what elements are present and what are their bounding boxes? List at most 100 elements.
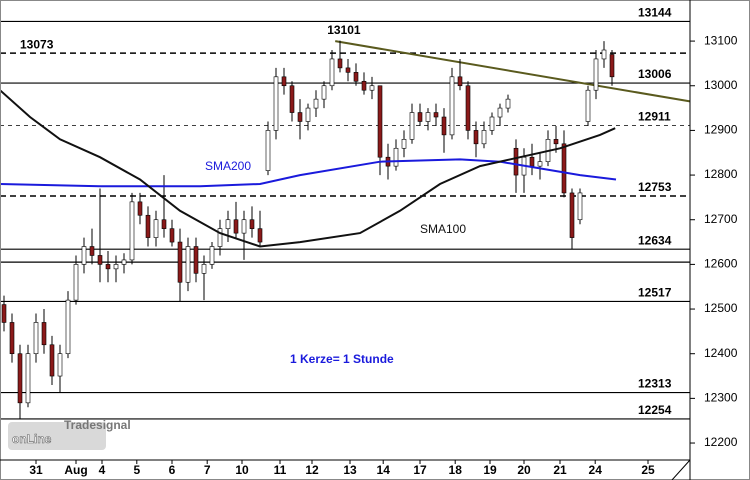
candle-body	[257, 228, 263, 243]
candle-body	[441, 116, 447, 136]
y-tick-label: 12600	[704, 257, 738, 271]
plot-area	[0, 20, 691, 420]
candle-body	[465, 85, 471, 131]
candle-body	[177, 241, 183, 283]
candle-body	[481, 130, 487, 145]
x-tick-label: 4	[99, 463, 106, 477]
candle-body	[233, 219, 239, 234]
candle-body	[433, 112, 439, 118]
candle-body	[601, 49, 607, 60]
level-label: 13006	[638, 67, 672, 81]
series-label: SMA200	[205, 159, 251, 173]
candle-body	[17, 353, 23, 404]
candle-body	[425, 112, 431, 122]
x-tick-label: 19	[483, 463, 497, 477]
level-label: 12911	[638, 110, 671, 124]
candle-body	[417, 112, 423, 122]
level-label: 12313	[638, 377, 672, 391]
candle-body	[41, 322, 47, 346]
candle-body	[457, 76, 463, 87]
candle-body	[193, 246, 199, 274]
x-tick-label: 10	[235, 463, 249, 477]
candle-body	[33, 322, 39, 355]
candle-body	[505, 98, 511, 109]
level-label: 12517	[638, 286, 672, 300]
candle-body	[161, 219, 167, 229]
candle-body	[329, 58, 335, 87]
candle-body	[1, 304, 7, 323]
x-tick-label: 31	[29, 463, 43, 477]
y-tick-label: 12900	[704, 123, 738, 137]
x-tick-label: 5	[133, 463, 140, 477]
candle-body	[337, 58, 343, 69]
candle-body	[369, 85, 375, 91]
candle-body	[393, 147, 399, 167]
candle-body	[225, 219, 231, 229]
high-label: 13101	[327, 23, 361, 37]
x-tick-label: 21	[553, 463, 567, 477]
candle-body	[305, 107, 311, 122]
candle-body	[89, 246, 95, 256]
x-tick-label: 12	[305, 463, 319, 477]
candle-body	[585, 89, 591, 122]
candle-body	[65, 299, 71, 355]
candle-body	[185, 246, 191, 283]
candle-body	[401, 139, 407, 149]
candle-body	[73, 264, 79, 301]
x-tick-label: 13	[343, 463, 357, 477]
candle-body	[537, 161, 543, 167]
candle-body	[609, 54, 615, 78]
future-hatch	[671, 459, 691, 480]
candle-body	[201, 264, 207, 274]
x-tick-label: 11	[274, 463, 287, 477]
level-label: 12634	[638, 233, 672, 247]
watermark-bg	[8, 422, 106, 450]
y-tick-label: 12700	[704, 212, 738, 226]
series-label: SMA100	[420, 222, 466, 236]
candle-body	[361, 80, 367, 91]
candle-body	[577, 192, 583, 221]
y-tick-label: 12400	[704, 346, 738, 360]
x-tick-label: Aug	[64, 463, 87, 477]
candle-body	[137, 201, 143, 216]
watermark-small: Tradesignal	[64, 418, 131, 432]
candle-body	[497, 107, 503, 118]
level-label: 13144	[638, 6, 672, 20]
candle-body	[561, 143, 567, 194]
x-tick-label: 24	[589, 463, 603, 477]
candle-body	[353, 72, 359, 82]
level-label: 13073	[20, 37, 54, 51]
candle-body	[345, 67, 351, 73]
y-tick-label: 12800	[704, 167, 738, 181]
sma-line	[0, 158, 617, 188]
y-tick-label: 12300	[704, 391, 738, 405]
candle-body	[145, 214, 151, 238]
x-tick-label: 25	[641, 463, 655, 477]
candle-body	[49, 344, 55, 377]
candle-body	[281, 76, 287, 87]
candle-body	[113, 264, 119, 270]
candle-body	[513, 147, 519, 176]
level-label: 12254	[638, 403, 672, 417]
y-tick-label: 13100	[704, 33, 738, 47]
y-tick-label: 12500	[704, 301, 738, 315]
candle-body	[593, 58, 599, 91]
candle-body	[209, 246, 215, 265]
candle-body	[265, 130, 271, 171]
candle-body	[473, 130, 479, 145]
candle-body	[97, 255, 103, 265]
candle-body	[169, 228, 175, 243]
trendline	[335, 40, 691, 103]
candle-body	[297, 112, 303, 122]
candle-body	[81, 246, 87, 265]
y-tick-label: 13000	[704, 78, 738, 92]
candle-body	[249, 219, 255, 229]
annotation: 1 Kerze= 1 Stunde	[290, 352, 394, 366]
candle-body	[9, 322, 15, 355]
x-tick-label: 17	[413, 463, 427, 477]
level-label: 12753	[638, 180, 672, 194]
candle-body	[409, 112, 415, 140]
candle-body	[241, 219, 247, 234]
x-tick-label: 6	[169, 463, 176, 477]
